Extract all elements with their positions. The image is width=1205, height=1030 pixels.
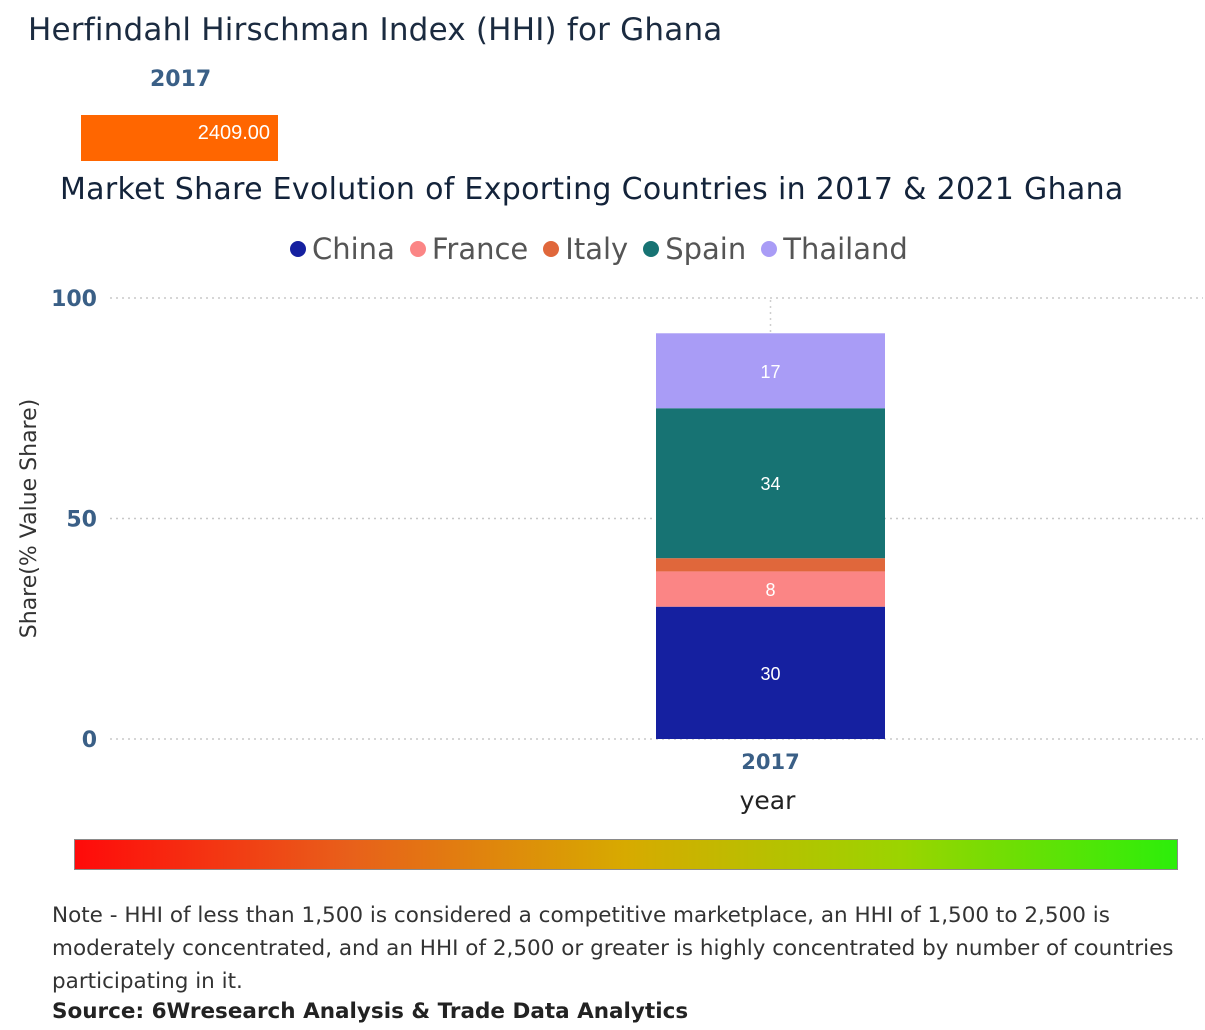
legend-marker-icon [543, 241, 560, 257]
legend-item-italy[interactable]: Italy [543, 232, 628, 266]
data-label: 30 [760, 664, 780, 684]
legend-label: Thailand [783, 232, 908, 266]
bar-segment-italy [656, 558, 885, 572]
legend-label: France [431, 232, 529, 266]
hhi-value-bar: 2409.00 [81, 115, 278, 161]
x-axis-label: year [740, 786, 796, 815]
bar-segment-china [656, 606, 885, 739]
legend-label: Italy [565, 232, 629, 266]
y-tick-label: 100 [51, 287, 97, 312]
x-tick-label: 2017 [741, 750, 799, 774]
legend-marker-icon [290, 241, 306, 257]
legend-label: Spain [665, 232, 747, 266]
data-label: 8 [765, 580, 775, 600]
legend-item-spain[interactable]: Spain [643, 232, 746, 266]
y-tick-label: 0 [82, 728, 97, 753]
bar-segment-spain [656, 408, 885, 559]
hhi-value: 2409.00 [197, 122, 270, 144]
chart-title: Market Share Evolution of Exporting Coun… [60, 172, 1124, 207]
hhi-title: Herfindahl Hirschman Index (HHI) for Gha… [28, 12, 723, 48]
hhi-year-label: 2017 [150, 67, 212, 92]
legend-item-china[interactable]: China [290, 232, 395, 266]
chart-legend: China France Italy Spain Thailand [290, 232, 923, 266]
source-text: Source: 6Wresearch Analysis & Trade Data… [52, 999, 689, 1024]
data-label: 17 [760, 362, 780, 382]
legend-marker-icon [761, 241, 778, 257]
y-axis-label: Share(% Value Share) [17, 399, 42, 638]
legend-item-france[interactable]: France [409, 232, 529, 266]
y-tick-label: 50 [66, 508, 97, 533]
legend-marker-icon [409, 241, 426, 257]
data-label: 34 [760, 474, 780, 494]
stacked-bar-chart: 0 50 100 Share(% Value Share) 30 8 34 17 2017 yea… [17, 287, 1203, 815]
legend-item-thailand[interactable]: Thailand [761, 232, 908, 266]
hhi-color-scale [74, 839, 1178, 870]
bar-segment-thailand [656, 333, 885, 409]
legend-marker-icon [643, 241, 660, 257]
note-text: Note - HHI of less than 1,500 is conside… [52, 903, 1174, 994]
legend-label: China [312, 232, 395, 266]
bar-segment-france [656, 571, 885, 607]
